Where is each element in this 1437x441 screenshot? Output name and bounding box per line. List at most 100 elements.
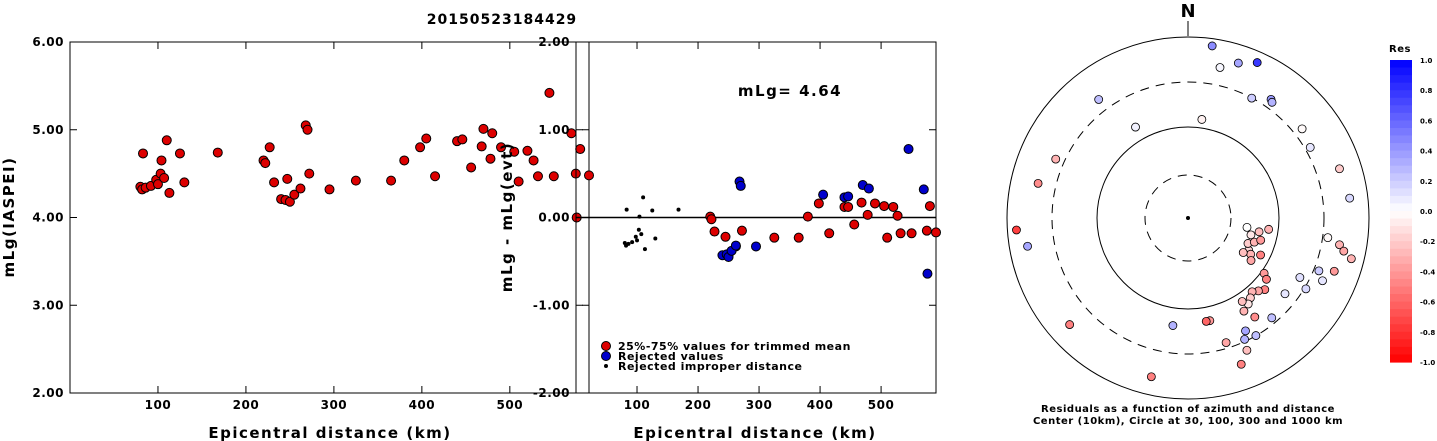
data-point xyxy=(152,179,163,190)
plot1-y-ticks: 2.00 3.00 4.00 5.00 6.00 xyxy=(32,35,589,400)
data-point xyxy=(636,227,641,232)
x-tick-label: 300 xyxy=(746,398,773,412)
station-marker xyxy=(1065,320,1075,329)
station-marker xyxy=(1241,326,1250,336)
data-point xyxy=(879,201,890,212)
colorbar-tick-label: 0.8 xyxy=(1420,87,1433,95)
data-point xyxy=(544,87,555,98)
colorbar-ticks: 1.0 0.8 0.6 0.4 0.2 0.0 -0.2 -0.4 -0.6 -0.8 -1.0 xyxy=(1420,57,1435,367)
y-tick-label: -2.00 xyxy=(533,386,570,400)
y-tick-label: 5.00 xyxy=(32,123,64,137)
data-point xyxy=(466,162,477,173)
station-marker xyxy=(1346,254,1356,264)
station-marker xyxy=(1267,97,1277,107)
data-point xyxy=(720,231,731,242)
colorbar-tick-label: 0.0 xyxy=(1420,208,1433,216)
station-marker xyxy=(1237,297,1247,306)
station-marker xyxy=(1242,345,1252,355)
station-marker xyxy=(1262,274,1271,284)
colorbar-swatch xyxy=(1390,60,1412,69)
data-point xyxy=(487,128,498,139)
colorbar-swatch xyxy=(1390,195,1412,205)
data-point xyxy=(895,228,906,239)
station-marker xyxy=(1250,312,1260,322)
data-point xyxy=(138,148,149,159)
data-point xyxy=(159,173,170,184)
data-point xyxy=(924,201,935,212)
x-tick-label: 300 xyxy=(321,398,348,412)
x-tick-label: 200 xyxy=(685,398,712,412)
colorbar-swatch xyxy=(1390,180,1412,189)
y-tick-label: 0.00 xyxy=(538,211,570,225)
data-point xyxy=(921,225,932,236)
plot2-y-axis-label: mLg - mLg(evt) xyxy=(498,142,516,292)
colorbar-title: Res xyxy=(1389,44,1411,55)
ring-100km xyxy=(1096,126,1280,310)
data-point xyxy=(485,153,496,164)
data-point xyxy=(324,184,335,195)
x-tick-label: 100 xyxy=(145,398,172,412)
colorbar-swatch xyxy=(1390,127,1412,137)
data-point xyxy=(869,198,880,209)
colorbar-swatch xyxy=(1390,241,1412,250)
station-marker xyxy=(1256,235,1266,245)
data-point xyxy=(260,158,271,169)
data-point xyxy=(735,180,746,191)
data-point xyxy=(706,214,717,225)
colorbar-swatch xyxy=(1390,75,1412,84)
data-point xyxy=(793,232,804,243)
data-point xyxy=(931,227,941,238)
colorbar-swatch xyxy=(1390,278,1412,288)
x-tick-label: 200 xyxy=(233,398,260,412)
data-point xyxy=(630,240,635,245)
station-marker xyxy=(1247,93,1257,103)
polar-stations xyxy=(1012,41,1356,382)
data-point xyxy=(528,155,539,166)
data-point xyxy=(818,189,829,200)
station-marker xyxy=(1252,58,1262,67)
station-marker xyxy=(1246,256,1256,265)
colorbar-swatch xyxy=(1390,316,1412,325)
colorbar-swatch xyxy=(1390,165,1412,174)
colorbar-tick-label: -1.0 xyxy=(1420,359,1435,367)
data-point xyxy=(639,232,644,237)
station-marker xyxy=(1256,250,1265,260)
data-point xyxy=(212,147,223,158)
data-point xyxy=(709,226,720,237)
y-tick-label: 2.00 xyxy=(538,35,570,49)
station-marker xyxy=(1168,321,1178,330)
y-tick-label: 1.00 xyxy=(538,123,570,137)
data-point xyxy=(633,234,638,239)
plot1-x-ticks: 100 200 300 400 500 xyxy=(145,42,523,412)
y-tick-label: 4.00 xyxy=(32,211,64,225)
station-marker xyxy=(1236,359,1246,369)
station-marker xyxy=(1329,266,1339,276)
colorbar-swatch xyxy=(1390,150,1412,159)
station-marker xyxy=(1215,63,1225,72)
station-marker xyxy=(1221,338,1231,348)
polar-caption-line2: Center (10km), Circle at 30, 100, 300 an… xyxy=(1033,416,1343,427)
data-point xyxy=(635,238,640,243)
station-marker xyxy=(1335,164,1344,174)
station-marker xyxy=(1238,248,1248,257)
data-point xyxy=(264,142,275,153)
plot2-mlg-annotation: mLg= 4.64 xyxy=(738,82,842,100)
station-marker xyxy=(1339,246,1349,256)
data-point xyxy=(282,173,293,184)
data-point xyxy=(906,228,917,239)
station-marker xyxy=(1297,124,1307,134)
data-point xyxy=(736,225,747,236)
colorbar-swatch xyxy=(1390,294,1412,303)
colorbar-swatch xyxy=(1390,158,1412,167)
data-point xyxy=(156,155,167,166)
data-point xyxy=(676,207,681,212)
plot2-legend: 25%-75% values for trimmed mean Rejected… xyxy=(601,340,850,373)
plot1-x-axis-label: Epicentral distance (km) xyxy=(208,424,451,441)
data-point xyxy=(164,187,175,198)
colorbar-swatch xyxy=(1390,211,1412,220)
data-point xyxy=(626,241,631,246)
station-marker xyxy=(1305,143,1315,152)
y-tick-label: 2.00 xyxy=(32,386,64,400)
ring-300km xyxy=(1051,81,1325,355)
